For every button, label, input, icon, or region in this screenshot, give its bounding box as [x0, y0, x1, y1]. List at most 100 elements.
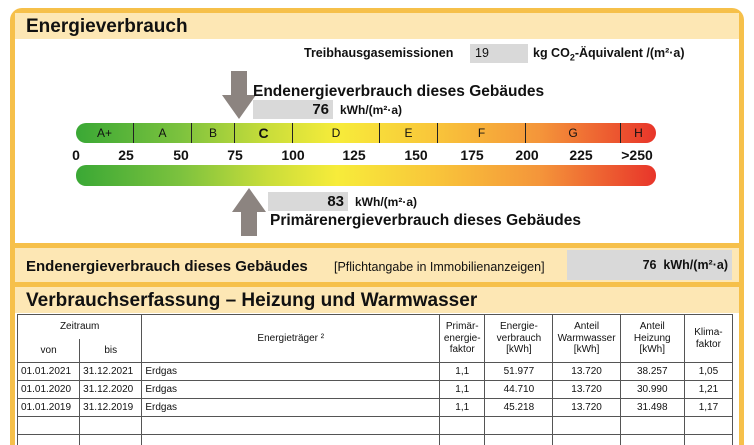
- section-band: [15, 287, 739, 313]
- header-line: energie-: [443, 332, 481, 344]
- cell-warmwasser: 13.720: [552, 362, 621, 381]
- cell-warmwasser: 13.720: [552, 380, 621, 399]
- duty-unit: kWh/(m²·a): [663, 258, 728, 272]
- primary-energy-title: Primärenergieverbrauch dieses Gebäudes: [270, 212, 582, 229]
- cell-von: 01.01.2019: [16, 398, 81, 417]
- arrow-down-icon: [222, 71, 256, 119]
- cell-empty: [141, 434, 441, 445]
- cell-empty: [484, 416, 554, 435]
- cell-klima: 1,21: [683, 380, 734, 399]
- header-line: [kWh]: [573, 344, 600, 356]
- cell-verbrauch: 45.218: [484, 398, 554, 417]
- header-line: Anteil: [574, 321, 600, 333]
- duty-label: Endenergieverbrauch dieses Gebäudes: [26, 258, 308, 275]
- cell-empty: [16, 434, 81, 445]
- scale-tick: 75: [227, 147, 243, 163]
- header-bis: bis: [79, 338, 143, 363]
- table-subheader-row: von bis: [16, 338, 733, 363]
- page-title: Energieverbrauch: [26, 16, 188, 37]
- cell-empty: [619, 434, 685, 445]
- cell-empty: [683, 434, 734, 445]
- energy-class-scale: A+ A B C D E F G H: [76, 123, 656, 143]
- header-line: [kWh]: [506, 344, 532, 356]
- cell-traeger: Erdgas: [141, 362, 441, 381]
- class-cell: G: [526, 123, 621, 143]
- class-label: F: [477, 126, 486, 140]
- header-line: Anteil: [639, 321, 665, 333]
- header-line: Heizung: [633, 332, 671, 344]
- cell-klima: 1,17: [683, 398, 734, 417]
- cell-empty: [683, 416, 734, 435]
- scale-tick: 25: [118, 147, 134, 163]
- ghg-unit-subscript: 2: [569, 52, 575, 63]
- cell-von: 01.01.2020: [16, 380, 81, 399]
- cell-primaer: 1,1: [439, 398, 486, 417]
- scale-tick: 150: [404, 147, 428, 163]
- energy-scale-bar: [76, 165, 656, 186]
- scale-tick: 50: [173, 147, 189, 163]
- section-title: Verbrauchserfassung – Heizung und Warmwa…: [26, 290, 478, 311]
- scale-tick: >250: [621, 147, 653, 163]
- cell-empty: [79, 416, 143, 435]
- cell-heizung: 38.257: [619, 362, 685, 381]
- header-von: von: [16, 338, 81, 363]
- class-label: D: [331, 126, 341, 140]
- class-cell-current: C: [235, 123, 293, 143]
- scale-tick: 175: [460, 147, 484, 163]
- header-primaer: Primär-energie-faktor: [439, 314, 486, 363]
- ghg-unit: kg CO2-Äquivalent /(m²·a): [533, 46, 685, 63]
- header-line: faktor: [695, 338, 721, 350]
- duty-note: [Pflichtangabe in Immobilienanzeigen]: [334, 260, 545, 274]
- cell-von: 01.01.2021: [16, 362, 81, 381]
- header-heizung: Anteil Heizung [kWh]: [619, 314, 685, 363]
- end-energy-unit: kWh/(m²·a): [340, 103, 402, 117]
- scale-tick: 125: [342, 147, 366, 163]
- header-line: Warmwasser: [557, 332, 616, 344]
- class-label: A: [158, 126, 167, 140]
- ghg-unit-prefix: kg CO: [533, 46, 570, 60]
- header-line: verbrauch: [496, 332, 542, 344]
- end-energy-value: 76: [253, 100, 333, 119]
- header-line: faktor: [449, 344, 475, 356]
- ghg-value: 19: [470, 44, 528, 63]
- class-label: E: [404, 126, 413, 140]
- class-label: G: [568, 126, 578, 140]
- cell-traeger: Erdgas: [141, 398, 441, 417]
- scale-tick: 225: [569, 147, 593, 163]
- class-cell: F: [438, 123, 526, 143]
- cell-empty: [439, 416, 486, 435]
- header-energietraeger: Energieträger ²: [141, 314, 441, 363]
- cell-bis: 31.12.2019: [79, 398, 143, 417]
- table-row-empty: [16, 416, 734, 435]
- cell-empty: [439, 434, 486, 445]
- header-band: Energieverbrauch: [15, 13, 739, 39]
- cell-heizung: 30.990: [619, 380, 685, 399]
- cell-empty: [484, 434, 554, 445]
- table-header-row: Zeitraum Energieträger ² Primär-energie-…: [16, 314, 734, 363]
- cell-empty: [141, 416, 441, 435]
- cell-warmwasser: 13.720: [552, 398, 621, 417]
- scale-tick: 200: [515, 147, 539, 163]
- header-line: Klima-: [694, 327, 723, 338]
- duty-value: 76: [642, 258, 657, 272]
- header-zeitraum: Zeitraum: [16, 314, 143, 339]
- scale-tick: 0: [72, 147, 80, 163]
- header-line: Primär-: [445, 321, 479, 333]
- consumption-table: Zeitraum Energieträger ² Primär-energie-…: [16, 314, 734, 445]
- class-label: C: [258, 125, 269, 141]
- scale-tick: 100: [281, 147, 305, 163]
- cell-primaer: 1,1: [439, 380, 486, 399]
- cell-klima: 1,05: [683, 362, 734, 381]
- section-separator: [15, 282, 739, 287]
- section-separator: [15, 243, 739, 248]
- header-line: [kWh]: [639, 344, 666, 356]
- arrow-up-icon: [232, 188, 266, 236]
- class-label: H: [634, 126, 643, 140]
- cell-empty: [552, 434, 621, 445]
- cell-heizung: 31.498: [619, 398, 685, 417]
- cell-verbrauch: 51.977: [484, 362, 554, 381]
- class-cell: H: [621, 123, 656, 143]
- cell-bis: 31.12.2021: [79, 362, 143, 381]
- header-warmwasser: Anteil Warmwasser [kWh]: [552, 314, 621, 363]
- class-cell: D: [293, 123, 380, 143]
